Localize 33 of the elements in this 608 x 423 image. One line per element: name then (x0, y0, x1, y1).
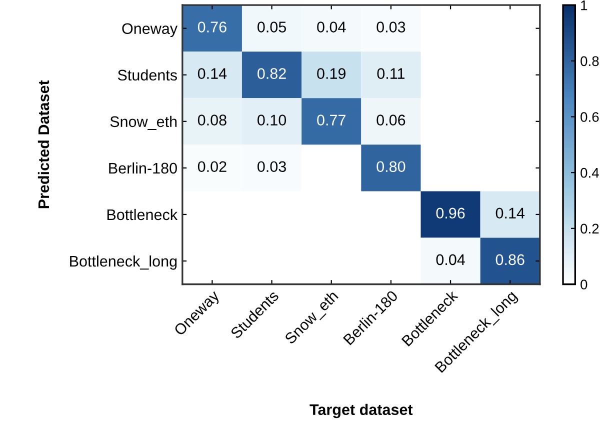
data-label: 0.02 (198, 161, 226, 172)
y-tick-label: Oneway (122, 23, 178, 38)
data-label: 0.77 (317, 114, 346, 126)
y-axis-title: Predicted Dataset (38, 80, 50, 208)
data-label: 0.14 (198, 68, 227, 79)
y-tick-label: Bottleneck_long (70, 255, 177, 270)
color-bar-label: 0.6 (580, 112, 599, 122)
x-axis-title: Target dataset (310, 404, 413, 418)
data-label: 0.08 (198, 114, 226, 126)
data-label: 0.82 (258, 68, 286, 79)
data-label: 0.04 (436, 254, 465, 266)
color-bar-label: 0.4 (580, 168, 599, 178)
data-label: 0.96 (436, 208, 465, 219)
data-label: 0.10 (258, 114, 286, 126)
y-tick-label: Berlin-180 (109, 162, 177, 174)
data-label: 0.76 (198, 22, 226, 32)
data-label: 0.86 (496, 254, 524, 266)
data-label: 0.80 (376, 161, 406, 172)
y-tick-label: Bottleneck (107, 208, 178, 220)
color-bar-label: 1 (581, 0, 588, 10)
data-label: 0.11 (377, 68, 405, 79)
color-bar-label: 0.2 (580, 224, 599, 234)
data-label: 0.05 (258, 22, 286, 32)
y-tick-label: Students (118, 69, 177, 81)
color-bar-label: 0.8 (580, 56, 599, 66)
color-bar-label: 0 (580, 280, 588, 290)
data-label: 0.06 (376, 114, 406, 126)
data-label: 0.19 (317, 68, 346, 79)
data-label: 0.14 (496, 208, 525, 219)
data-label: 0.04 (317, 22, 346, 32)
data-label: 0.03 (376, 22, 406, 32)
y-tick-label: Snow_eth (110, 116, 177, 130)
data-label: 0.03 (258, 161, 286, 172)
